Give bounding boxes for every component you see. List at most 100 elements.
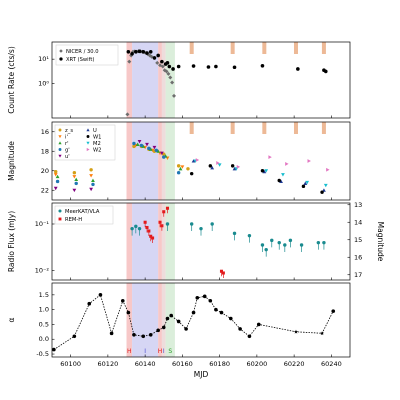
y-tick-label-right: 13: [354, 201, 362, 209]
x-tick-label: 60240: [321, 360, 342, 368]
y-tick-label: 1.0: [39, 306, 49, 314]
legend-marker: [58, 135, 62, 139]
alpha-point: [195, 296, 200, 300]
radio-point: [277, 240, 281, 245]
alpha-point: [214, 307, 218, 312]
y-tick-label: 20: [41, 167, 49, 175]
epoch-marker: [262, 42, 267, 54]
nicer-point: [168, 75, 173, 80]
alpha-point: [156, 328, 160, 333]
alpha-point: [191, 310, 196, 315]
band-label: I: [144, 348, 146, 355]
epoch-marker: [321, 42, 326, 54]
radio-point: [134, 224, 138, 229]
panel-frame: [51, 282, 351, 358]
alpha-point: [132, 333, 136, 337]
panel-frame: [51, 202, 351, 281]
alpha-point: [219, 310, 224, 315]
remh-point: [143, 220, 147, 224]
xrt-point: [141, 50, 146, 54]
optical-point: [54, 170, 58, 174]
y-axis-label-right: Magnitude: [376, 222, 385, 262]
optical-point: [180, 165, 185, 169]
alpha-point: [238, 327, 242, 331]
xrt-point: [232, 65, 237, 70]
alpha-point: [120, 298, 125, 303]
legend-label: r': [65, 141, 69, 147]
optical-point: [74, 181, 78, 186]
legend-box: [55, 44, 119, 66]
radio-point: [165, 222, 170, 226]
xrt-point: [323, 69, 328, 74]
xrt-point: [130, 51, 134, 56]
optical-point: [89, 168, 93, 172]
state-band: [161, 42, 166, 118]
optical-point: [55, 174, 60, 179]
nicer-point: [127, 59, 132, 64]
legend-label: W2: [93, 148, 101, 154]
state-band: [161, 122, 166, 200]
optical-point: [277, 178, 281, 183]
xrt-point: [160, 59, 164, 64]
state-band: [165, 122, 175, 200]
remh-point: [221, 271, 225, 275]
legend-marker: [58, 154, 62, 158]
radio-point: [189, 222, 194, 226]
state-band: [132, 203, 159, 280]
state-band: [126, 122, 133, 200]
legend-label: u': [65, 154, 70, 160]
epoch-marker: [293, 122, 298, 134]
legend-marker: [86, 135, 90, 138]
xrt-point: [134, 50, 138, 54]
state-band: [158, 42, 162, 118]
nicer-point: [166, 71, 171, 76]
alpha-point: [148, 333, 153, 337]
legend-box: [54, 205, 114, 225]
legend-marker: [58, 141, 62, 145]
optical-point: [189, 171, 194, 176]
legend-label: M2: [93, 141, 101, 147]
epoch-marker: [189, 122, 194, 134]
remh-point: [149, 234, 153, 238]
x-tick-label: 60200: [247, 360, 268, 368]
optical-point: [135, 142, 140, 146]
legend-marker: [58, 148, 62, 151]
nicer-point: [158, 63, 163, 68]
optical-point: [178, 166, 183, 171]
panel-frame: [51, 121, 351, 201]
optical-point: [216, 161, 220, 165]
x-tick-label: 60220: [284, 360, 305, 368]
optical-point: [281, 173, 285, 177]
legend-label: XRT (Swift): [66, 57, 94, 63]
x-axis-label: MJD: [194, 370, 209, 379]
y-tick-label-right: 14: [354, 218, 362, 226]
optical-point: [191, 159, 196, 163]
optical-point: [262, 169, 267, 174]
xrt-point: [176, 64, 181, 69]
y-axis-label: Magnitude: [7, 141, 16, 181]
y-tick-label: -0.5: [36, 350, 49, 358]
optical-point: [91, 178, 95, 183]
nicer-point: [170, 80, 175, 85]
optical-point: [91, 182, 95, 187]
state-band: [132, 122, 159, 200]
panel-frame: [51, 41, 351, 119]
optical-point: [147, 146, 151, 151]
optical-point: [74, 177, 79, 182]
optical-point: [72, 170, 77, 175]
radio-point: [264, 247, 268, 252]
optical-point: [55, 179, 60, 184]
nicer-point: [171, 93, 176, 98]
optical-point: [232, 166, 237, 171]
legend-marker: [58, 217, 62, 221]
radio-point: [130, 226, 134, 231]
alpha-point: [169, 313, 173, 318]
y-tick-label: 0.5: [39, 320, 49, 328]
radio-point: [299, 243, 304, 247]
legend-marker: [86, 147, 90, 152]
state-band: [165, 42, 175, 118]
optical-point: [285, 162, 289, 166]
legend-label: g': [65, 148, 70, 154]
optical-point: [53, 173, 58, 177]
alpha-point: [229, 316, 233, 321]
